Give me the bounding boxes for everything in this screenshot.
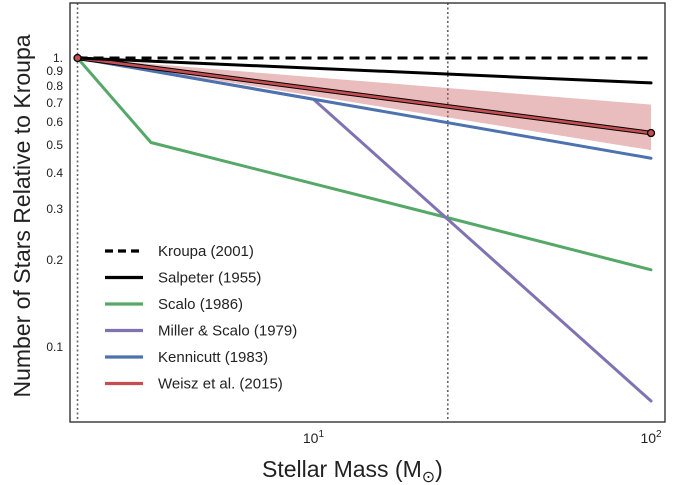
x-tick-base-2: 10 [640, 430, 656, 446]
y-tick-label-0-9: 0.9 [46, 64, 63, 78]
plot-frame [69, 2, 666, 423]
y-tick-label-0-8: 0.8 [46, 79, 63, 93]
y-tick-label-0-6: 0.6 [46, 115, 63, 129]
x-axis-label: Stellar Mass (M⊙) [262, 456, 443, 485]
x-tick-base-1: 10 [303, 430, 319, 446]
x-tick-exponent-1: 1 [318, 429, 324, 440]
y-tick-label-0-2: 0.2 [46, 253, 63, 267]
y-tick-label-0-4: 0.4 [46, 166, 63, 180]
x-tick-label-1: 101 [303, 429, 325, 446]
x-tick-exponent-2: 2 [656, 429, 662, 440]
x-tick-label-2: 102 [640, 429, 662, 446]
series-line-weisz-et-al-2015 [76, 56, 653, 135]
legend-label-weisz-et-al-2015: Weisz et al. (2015) [158, 376, 283, 393]
legend-label-kroupa-2001: Kroupa (2001) [158, 243, 254, 260]
y-tick-label-1: 1. [53, 51, 63, 65]
series-line-kennicutt-1983 [76, 56, 653, 160]
y-tick-label-0-1: 0.1 [46, 340, 63, 354]
y-tick-label-0-7: 0.7 [46, 96, 63, 110]
series-line-scalo-1986 [76, 56, 653, 272]
series-line-salpeter-1955 [76, 56, 653, 85]
legend-label-miller-scalo-1979: Miller & Scalo (1979) [158, 323, 297, 340]
y-tick-label-0-3: 0.3 [46, 202, 63, 216]
series-marker-end [646, 128, 656, 138]
legend-label-salpeter-1955: Salpeter (1955) [158, 270, 261, 287]
x-axis-label-main: Stellar Mass (M [262, 456, 422, 482]
y-tick-label-0-5: 0.5 [46, 138, 63, 152]
plot-inner [73, 3, 656, 422]
legend-label-scalo-1986: Scalo (1986) [158, 296, 243, 313]
series-marker-start [73, 53, 82, 63]
x-axis-label-close: ) [435, 456, 443, 482]
legend-label-kennicutt-1983: Kennicutt (1983) [158, 349, 268, 366]
y-axis-label: Number of Stars Relative to Kroupa [9, 34, 35, 397]
plot-area [73, 3, 656, 422]
series-band-weisz-et-al-2015 [77, 58, 652, 151]
legend: Kroupa (2001) Salpeter (1955) Scalo (1986)… [105, 243, 297, 393]
x-axis-label-sub: ⊙ [422, 469, 435, 485]
